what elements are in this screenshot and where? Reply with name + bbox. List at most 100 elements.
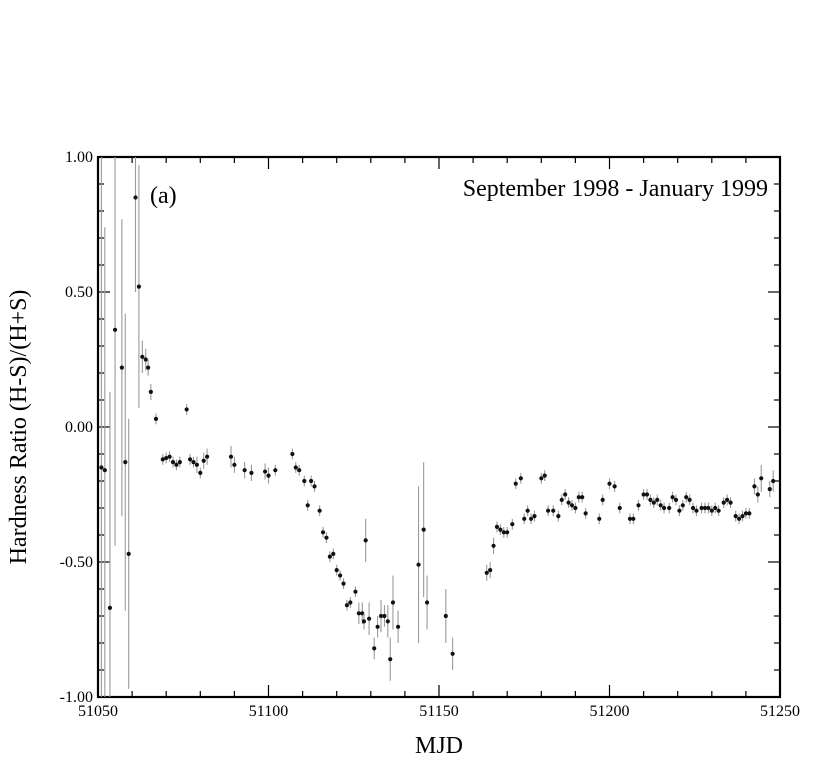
data-point bbox=[627, 516, 633, 521]
data-point bbox=[297, 468, 302, 473]
data-point bbox=[266, 473, 271, 478]
data-series bbox=[99, 157, 776, 697]
data-point bbox=[556, 514, 561, 519]
data-point bbox=[651, 500, 656, 505]
data-point bbox=[363, 538, 368, 543]
data-point bbox=[680, 503, 685, 508]
data-point bbox=[123, 460, 128, 465]
y-tick-label: 0.00 bbox=[65, 419, 93, 436]
y-tick-label: 0.50 bbox=[65, 284, 93, 301]
data-point bbox=[728, 500, 733, 505]
data-point bbox=[505, 530, 510, 535]
data-point bbox=[143, 357, 148, 362]
y-tick-label: 1.00 bbox=[65, 149, 93, 166]
data-point bbox=[361, 619, 367, 624]
data-point bbox=[694, 508, 699, 513]
data-point bbox=[551, 508, 556, 513]
data-point bbox=[424, 600, 430, 605]
data-point bbox=[494, 524, 500, 530]
data-point bbox=[532, 514, 537, 519]
data-point bbox=[644, 492, 650, 497]
data-point bbox=[273, 468, 278, 473]
data-point bbox=[305, 503, 310, 508]
data-point bbox=[201, 458, 206, 463]
data-point bbox=[684, 495, 689, 500]
data-point bbox=[102, 468, 107, 473]
data-point bbox=[153, 416, 159, 421]
data-point bbox=[661, 505, 667, 511]
data-point bbox=[767, 487, 772, 492]
data-point bbox=[641, 492, 646, 497]
data-point bbox=[569, 503, 575, 508]
data-point bbox=[198, 470, 203, 475]
data-point bbox=[353, 589, 358, 594]
data-point bbox=[542, 473, 547, 478]
data-point bbox=[382, 613, 387, 619]
data-point bbox=[580, 495, 585, 500]
data-point bbox=[677, 508, 682, 513]
data-point bbox=[759, 476, 764, 481]
data-point bbox=[699, 505, 704, 511]
data-point bbox=[755, 492, 760, 497]
data-point bbox=[302, 478, 307, 484]
data-point bbox=[320, 530, 326, 535]
data-point bbox=[709, 508, 714, 513]
data-point bbox=[228, 454, 234, 459]
data-point bbox=[184, 407, 189, 412]
data-point bbox=[658, 503, 663, 508]
data-point bbox=[597, 516, 602, 521]
data-point bbox=[670, 495, 675, 500]
x-tick-label: 51100 bbox=[249, 703, 288, 720]
data-point bbox=[317, 508, 322, 513]
data-point bbox=[133, 195, 138, 200]
data-point bbox=[416, 562, 421, 567]
data-point bbox=[539, 476, 544, 481]
x-tick-label: 51250 bbox=[760, 703, 800, 720]
data-point bbox=[706, 505, 711, 511]
data-point bbox=[160, 457, 165, 462]
data-point bbox=[232, 462, 237, 467]
data-point bbox=[290, 451, 295, 457]
data-point bbox=[687, 497, 692, 502]
data-point bbox=[713, 505, 718, 511]
data-point bbox=[119, 365, 124, 370]
data-point bbox=[484, 570, 489, 575]
data-point bbox=[191, 460, 196, 465]
data-point bbox=[146, 365, 151, 370]
data-point bbox=[752, 484, 757, 489]
data-point bbox=[148, 389, 153, 394]
y-tick-label: -0.50 bbox=[60, 554, 93, 571]
data-point bbox=[249, 470, 254, 475]
data-point bbox=[559, 497, 564, 502]
data-point bbox=[293, 465, 298, 470]
data-point bbox=[648, 497, 653, 502]
data-point bbox=[740, 514, 745, 519]
data-point bbox=[136, 284, 142, 289]
data-point bbox=[205, 454, 210, 459]
data-point bbox=[600, 497, 605, 502]
data-point bbox=[375, 624, 380, 629]
data-point bbox=[491, 543, 496, 548]
data-point bbox=[612, 484, 617, 489]
data-point bbox=[636, 503, 641, 508]
data-point bbox=[334, 568, 339, 573]
data-point bbox=[607, 481, 612, 486]
data-point bbox=[563, 492, 568, 497]
data-point bbox=[673, 497, 679, 502]
data-point bbox=[576, 495, 581, 500]
data-point bbox=[112, 327, 118, 332]
data-point bbox=[99, 465, 104, 470]
data-point bbox=[378, 613, 384, 619]
data-point bbox=[690, 505, 696, 511]
data-point bbox=[107, 605, 113, 611]
data-point bbox=[667, 505, 672, 511]
axis-ticks bbox=[97, 156, 781, 698]
x-tick-label: 51200 bbox=[590, 703, 630, 720]
data-point bbox=[747, 511, 752, 516]
data-point bbox=[348, 600, 353, 605]
data-point bbox=[716, 508, 721, 513]
data-point bbox=[501, 530, 506, 535]
data-point bbox=[583, 511, 588, 516]
data-point bbox=[194, 462, 199, 467]
